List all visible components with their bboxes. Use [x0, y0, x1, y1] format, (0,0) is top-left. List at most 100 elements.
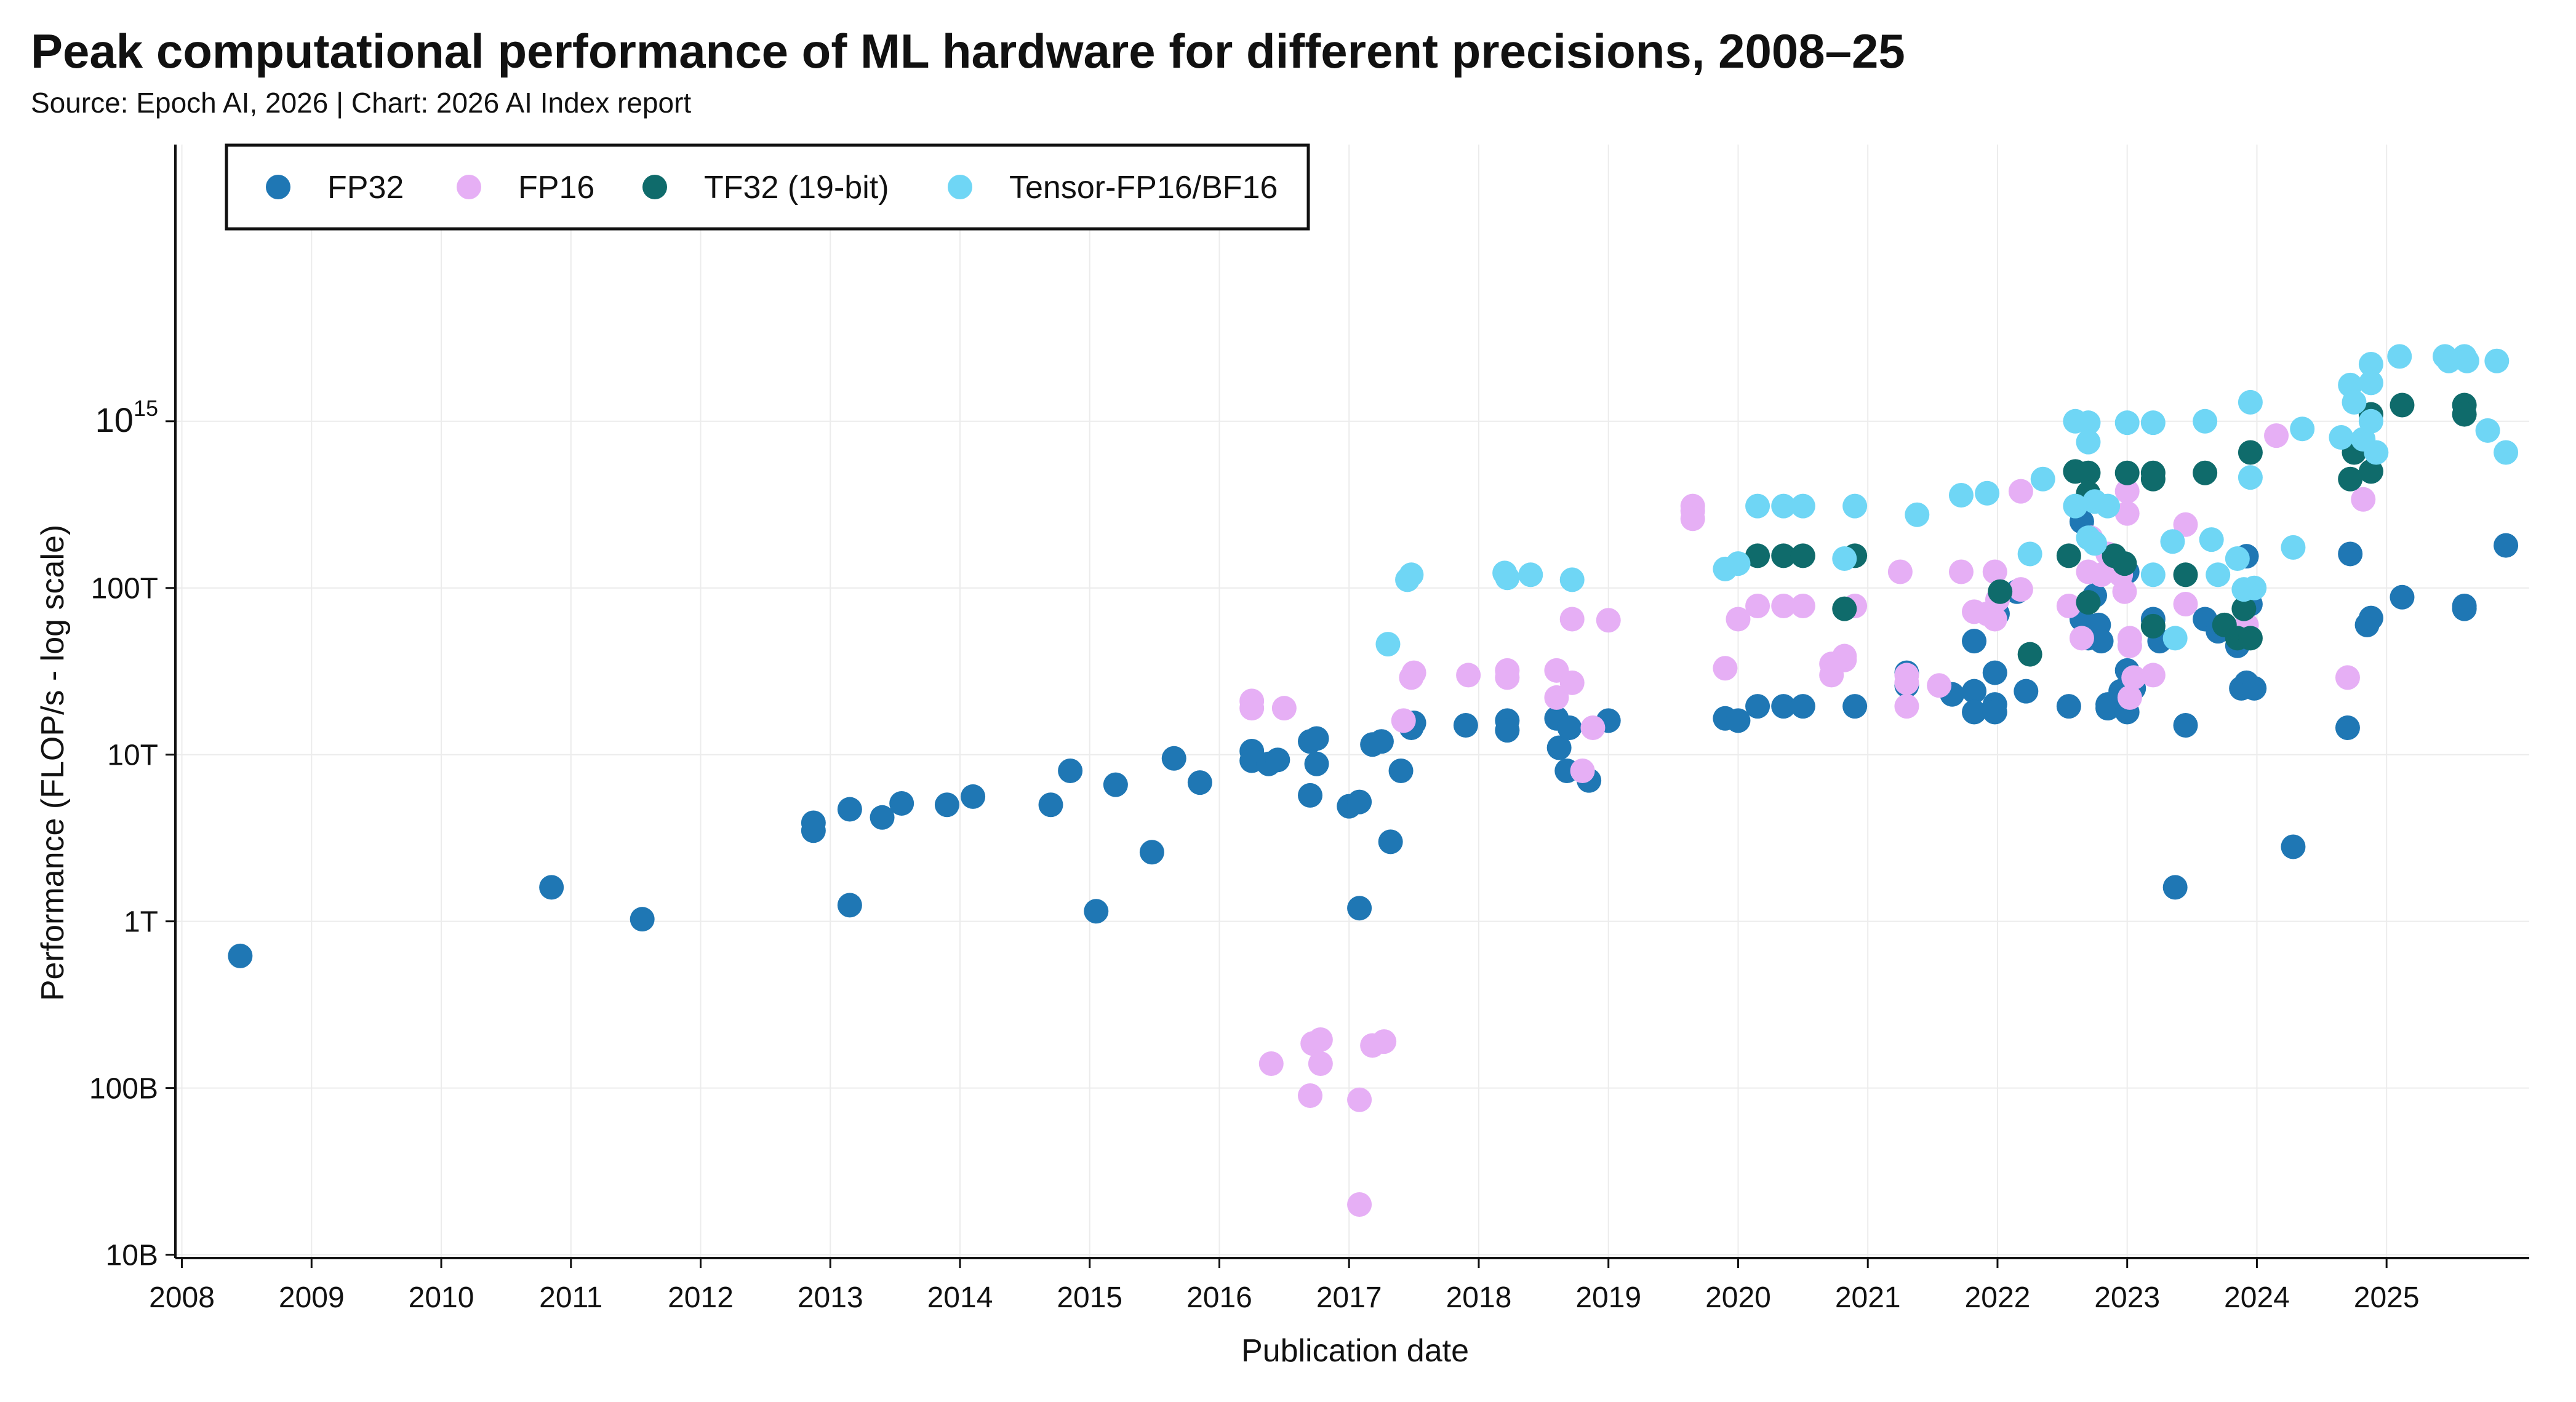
data-point	[2056, 543, 2081, 568]
series-3	[1375, 344, 2519, 657]
data-point	[1495, 665, 1520, 690]
x-tick-label: 2020	[1705, 1281, 1771, 1314]
data-point	[2358, 605, 2383, 631]
series-2	[1745, 392, 2477, 667]
data-point	[1596, 608, 1621, 633]
data-point	[2242, 675, 2267, 701]
data-point	[2338, 541, 2363, 567]
data-point	[539, 875, 564, 900]
data-point	[2390, 392, 2415, 418]
data-point	[1887, 559, 1913, 584]
data-point	[870, 805, 895, 830]
data-point	[1139, 840, 1164, 865]
data-point	[2030, 466, 2055, 492]
data-point	[2140, 613, 2166, 639]
x-tick-label: 2009	[279, 1281, 345, 1314]
legend-label: Tensor-FP16/BF16	[1009, 170, 1278, 205]
x-tick-label: 2021	[1835, 1281, 1901, 1314]
y-tick-label: 100B	[89, 1073, 158, 1105]
data-point	[2069, 626, 2094, 651]
data-point	[2160, 529, 2185, 554]
data-point	[2117, 633, 2142, 658]
data-point	[1790, 493, 1815, 519]
x-tick-label: 2013	[798, 1281, 863, 1314]
data-point	[2112, 579, 2137, 604]
y-tick-label: 100T	[91, 573, 158, 605]
legend-marker	[457, 175, 481, 199]
data-point	[2494, 533, 2519, 558]
data-point	[1713, 656, 1738, 681]
x-tick-label: 2012	[668, 1281, 734, 1314]
data-point	[2387, 344, 2412, 369]
data-point	[1347, 1192, 1372, 1217]
data-point	[2335, 665, 2360, 690]
data-point	[1084, 899, 1109, 924]
data-point	[2140, 410, 2166, 436]
data-point	[1771, 694, 1796, 719]
data-point	[2281, 834, 2306, 859]
data-point	[2193, 408, 2218, 434]
x-tick-label: 2024	[2224, 1281, 2290, 1314]
data-point	[2264, 423, 2289, 448]
data-point	[1771, 593, 1796, 618]
data-point	[1265, 747, 1290, 773]
data-point	[2082, 531, 2108, 556]
data-point	[1557, 715, 1582, 740]
data-point	[1058, 758, 1083, 783]
x-tick-label: 2016	[1186, 1281, 1252, 1314]
data-point	[2452, 593, 2477, 618]
data-points	[228, 344, 2519, 1217]
data-point	[2117, 685, 2142, 710]
data-point	[1258, 1051, 1284, 1077]
data-point	[1982, 559, 2007, 584]
data-point	[1790, 593, 1815, 618]
data-point	[2358, 408, 2383, 434]
legend-label: FP32	[327, 170, 404, 205]
data-point	[2335, 715, 2360, 740]
legend-box	[225, 143, 1310, 231]
chart-subtitle: Source: Epoch AI, 2026 | Chart: 2026 AI …	[31, 87, 691, 119]
data-point	[2173, 562, 2198, 587]
x-tick-label: 2017	[1316, 1281, 1382, 1314]
y-axis-title: Performance (FLOP/s - log scale)	[35, 525, 71, 1001]
y-tick-label: 1015	[95, 396, 158, 439]
data-point	[2338, 466, 2363, 492]
y-axis-ticks: 10B 100B 1T 10T 100T 1015	[89, 396, 175, 1272]
data-point	[1378, 829, 1403, 854]
data-point	[801, 818, 826, 843]
x-tick-label: 2014	[927, 1281, 993, 1314]
data-point	[837, 797, 862, 822]
data-point	[2162, 626, 2188, 651]
data-point	[2342, 389, 2367, 415]
data-point	[2008, 479, 2033, 504]
data-point	[1308, 1051, 1333, 1077]
data-point	[2114, 501, 2140, 526]
data-point	[1372, 1029, 1397, 1054]
data-point	[1239, 696, 1265, 721]
data-point	[961, 784, 986, 809]
data-point	[2089, 629, 2114, 654]
data-point	[1790, 694, 1815, 719]
data-point	[2140, 663, 2166, 688]
grid-lines	[175, 145, 2529, 1258]
data-point	[1771, 543, 1796, 568]
data-point	[2238, 626, 2263, 651]
data-point	[2329, 425, 2354, 450]
data-point	[1399, 562, 1424, 587]
data-point	[1391, 708, 1416, 733]
data-point	[1495, 718, 1520, 743]
data-point	[1842, 493, 1868, 519]
data-point	[1375, 632, 1401, 657]
legend-marker	[642, 175, 667, 199]
data-point	[1745, 694, 1770, 719]
data-point	[1518, 562, 1543, 587]
legend-label: TF32 (19-bit)	[704, 170, 889, 205]
data-point	[630, 907, 655, 932]
data-point	[1401, 660, 1426, 685]
data-point	[1975, 480, 2000, 506]
data-point	[1948, 483, 1974, 508]
data-point	[2199, 527, 2224, 552]
data-point	[1982, 699, 2007, 725]
data-point	[1962, 629, 1987, 654]
data-point	[2452, 402, 2477, 427]
